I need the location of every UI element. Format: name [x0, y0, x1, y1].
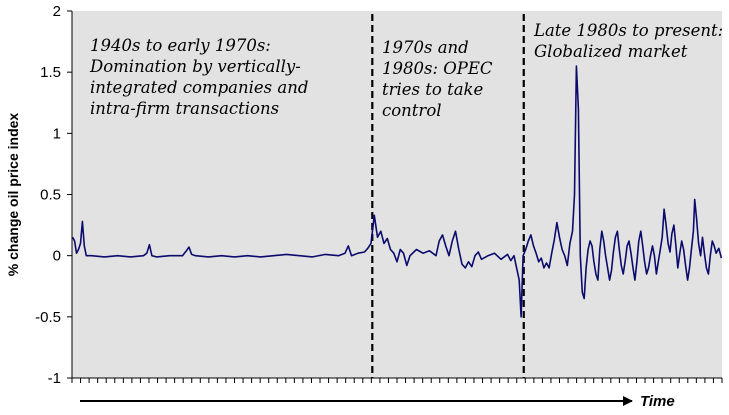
annotation-line: Globalized market [534, 42, 688, 61]
y-axis-label: % change oil price index [5, 113, 21, 277]
annotation-period-2: 1970s and 1980s: OPEC tries to take control [382, 38, 493, 120]
annotation-line: control [382, 101, 442, 120]
period-dividers [371, 14, 525, 378]
annotation-line: tries to take [382, 80, 484, 99]
annotation-line: intra-firm transactions [90, 99, 279, 118]
y-tick-label: -0.5 [35, 309, 61, 326]
x-axis-label: Time [640, 393, 675, 410]
annotation-line: 1970s and [382, 38, 469, 57]
y-tick-label: 0 [53, 248, 61, 265]
y-axis: -1 -0.5 0 0.5 1 1.5 2 [35, 3, 73, 387]
x-axis [71, 377, 723, 383]
annotation-line: 1980s: OPEC [382, 59, 493, 78]
plot-area [72, 11, 722, 378]
period-annotations: 1940s to early 1970s: Domination by verti… [89, 21, 723, 120]
y-tick-label: 0.5 [40, 187, 61, 204]
annotation-line: 1940s to early 1970s: [90, 36, 271, 55]
y-tick-label: -1 [48, 370, 61, 387]
y-tick-label: 2 [53, 3, 61, 20]
annotation-period-1: 1940s to early 1970s: Domination by verti… [89, 36, 308, 118]
annotation-line: Late 1980s to present: [533, 21, 723, 40]
series-line [71, 65, 723, 318]
annotation-period-3: Late 1980s to present: Globalized market [533, 21, 723, 61]
y-tick-label: 1 [53, 125, 61, 142]
annotation-line: Domination by vertically- [89, 57, 301, 76]
annotation-line: integrated companies and [90, 78, 308, 97]
y-tick-label: 1.5 [40, 64, 61, 81]
